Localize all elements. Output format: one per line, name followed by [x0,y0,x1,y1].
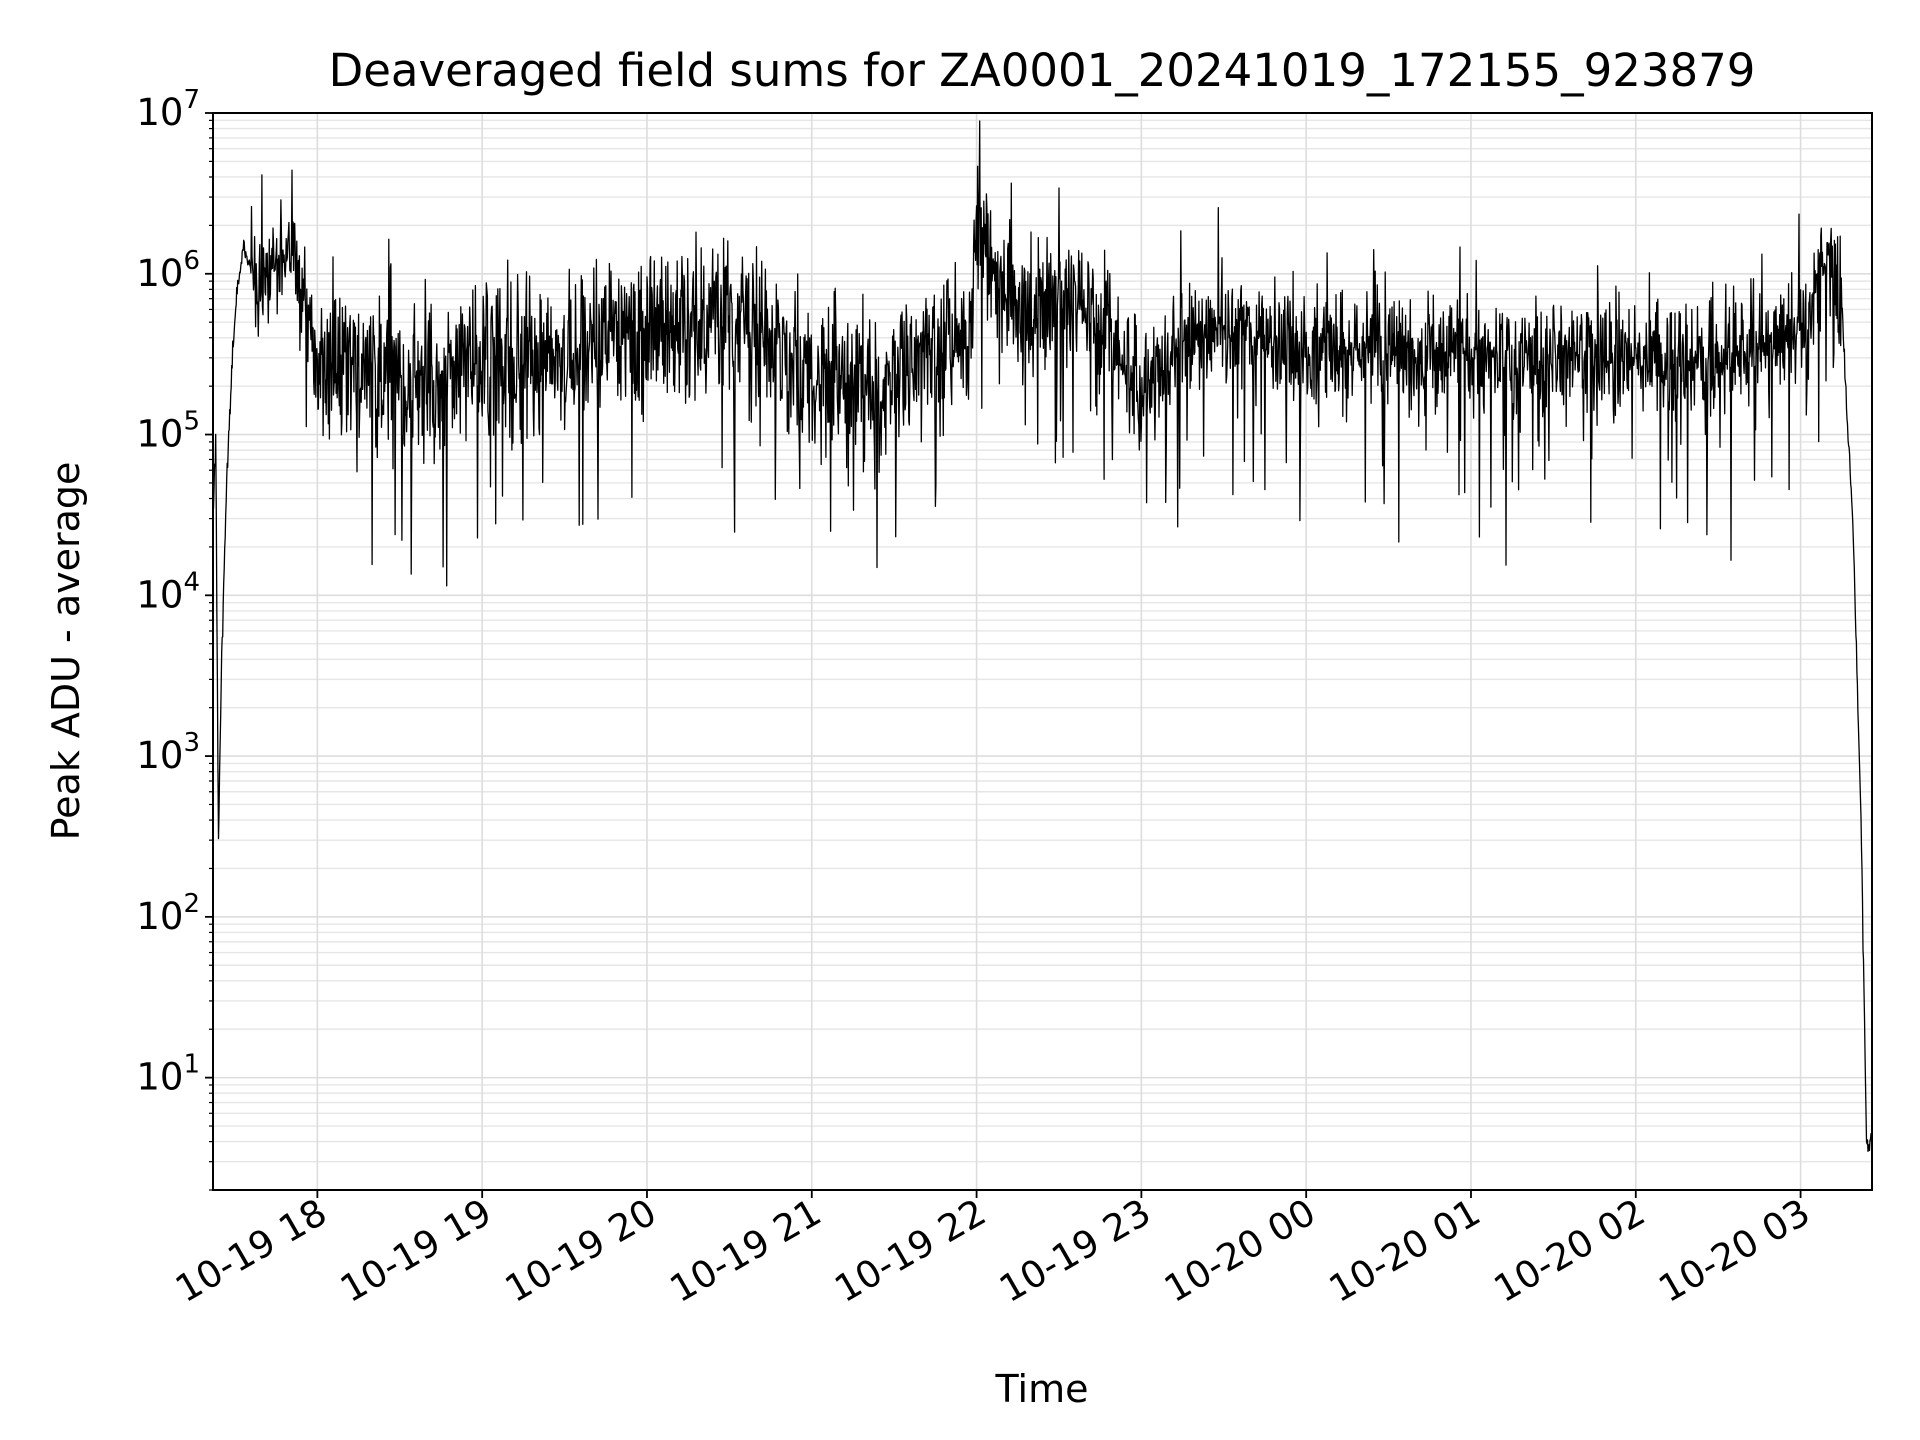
y-axis-label: Peak ADU - average [44,462,88,841]
plot-frame [212,112,1873,1191]
y-tick-label: 104 [136,567,200,616]
y-tick-label: 107 [136,85,200,134]
chart-title: Deaveraged field sums for ZA0001_2024101… [329,44,1756,97]
y-tick-label: 105 [136,407,200,456]
grid [213,112,1872,1191]
y-tick-label: 101 [136,1050,200,1099]
x-axis-label: Time [995,1367,1089,1411]
y-tick-label: 106 [136,246,200,295]
series-line [212,120,1873,1153]
series-layer [212,120,1873,1153]
y-tick-label: 102 [136,889,200,938]
y-tick-label: 103 [136,728,200,777]
